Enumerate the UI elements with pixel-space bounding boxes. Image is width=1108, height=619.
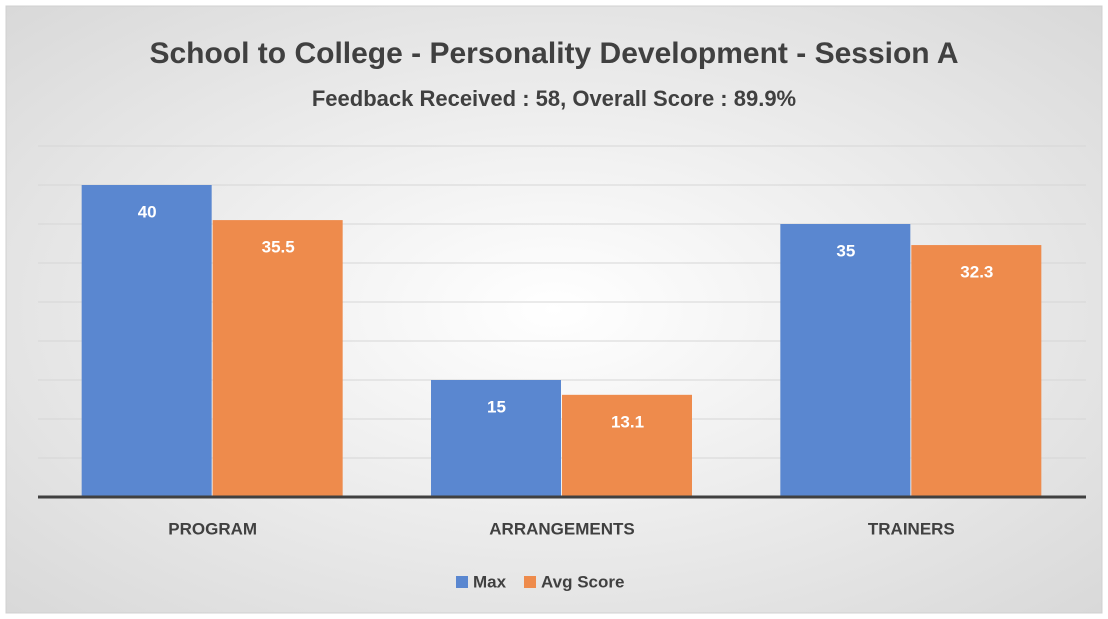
- bar: [780, 224, 911, 497]
- data-label: 35: [836, 241, 855, 260]
- x-tick-label: TRAINERS: [868, 519, 955, 538]
- legend-swatch: [524, 576, 536, 588]
- bar: [431, 380, 561, 497]
- bar: [81, 185, 212, 497]
- x-tick-label: ARRANGEMENTS: [489, 519, 634, 538]
- data-label: 35.5: [262, 238, 295, 257]
- x-tick-label: PROGRAM: [168, 519, 257, 538]
- data-label: 13.1: [611, 412, 644, 431]
- bar: [562, 394, 692, 497]
- bar: [911, 245, 1042, 497]
- legend-swatch: [456, 576, 468, 588]
- bar: [212, 220, 343, 497]
- data-label: 40: [138, 202, 157, 221]
- legend-label: Max: [473, 572, 507, 591]
- chart-subtitle: Feedback Received : 58, Overall Score : …: [312, 86, 796, 111]
- legend-label: Avg Score: [541, 572, 624, 591]
- chart-title: School to College - Personality Developm…: [149, 37, 958, 70]
- data-label: 32.3: [960, 263, 993, 282]
- data-label: 15: [487, 397, 506, 416]
